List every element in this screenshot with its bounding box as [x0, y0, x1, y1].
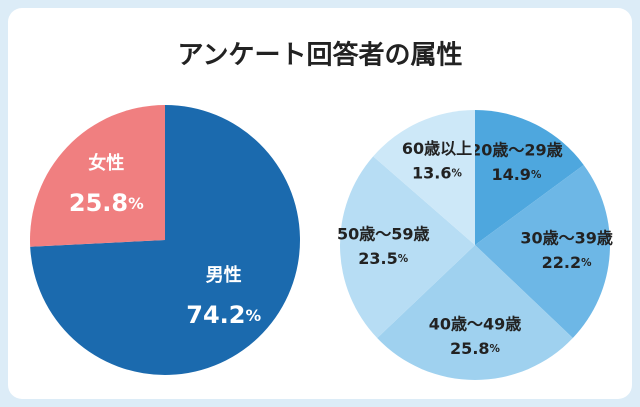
slice-category: 60歳以上 — [402, 139, 472, 158]
pie-slice — [373, 110, 475, 245]
chart-title: アンケート回答者の属性 — [178, 40, 463, 71]
pie-slice — [30, 105, 165, 247]
slice-category: 40歳～49歳 — [429, 314, 522, 333]
slice-value-label: 25.8% — [69, 189, 144, 217]
slice-value-label: 22.2% — [542, 252, 592, 271]
slice-value-label: 23.5% — [358, 249, 408, 268]
slice-category: 20歳～29歳 — [470, 141, 563, 160]
slice-category: 50歳～59歳 — [337, 225, 430, 244]
pie-slice — [475, 110, 584, 245]
pie-slice — [475, 164, 610, 339]
slice-category: 女性 — [88, 152, 124, 174]
slice-value-label: 14.9% — [491, 165, 541, 184]
slice-value-label: 13.6% — [412, 163, 462, 182]
pie-slice — [30, 105, 301, 376]
slice-category: 男性 — [206, 264, 242, 286]
pie-slice — [377, 245, 573, 381]
pie-slice — [339, 156, 475, 339]
slice-value-label: 25.8% — [450, 338, 500, 357]
slice-value-label: 74.2% — [186, 301, 261, 329]
slice-category: 30歳～39歳 — [520, 228, 613, 247]
